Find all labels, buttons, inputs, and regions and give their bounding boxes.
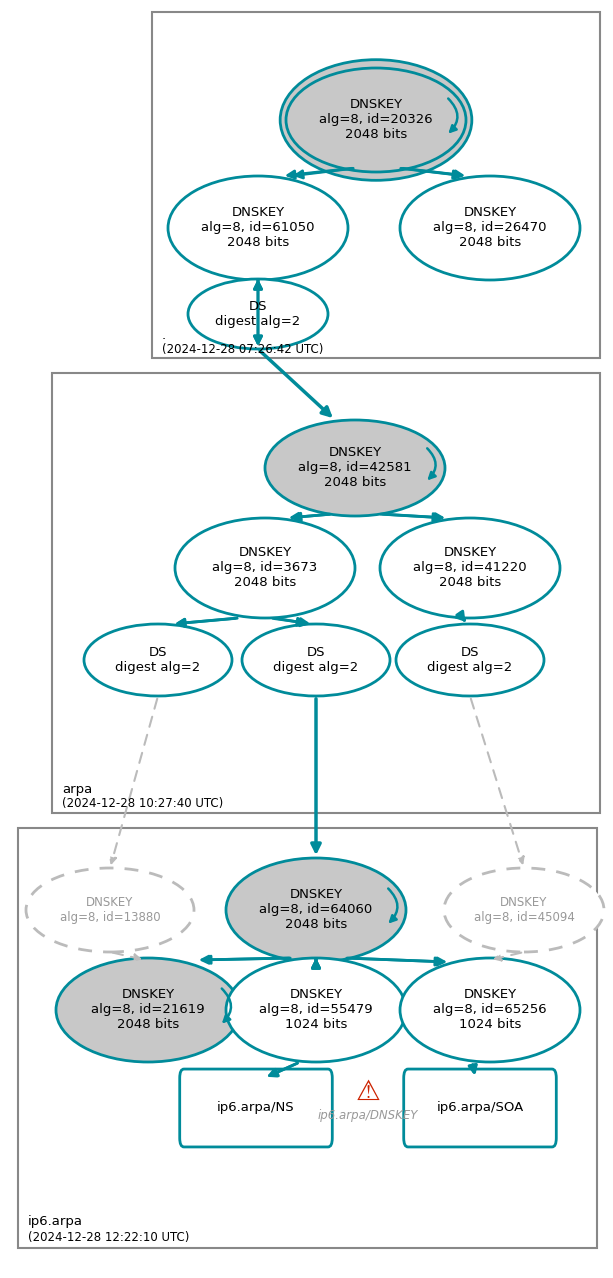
Ellipse shape xyxy=(26,868,194,952)
Text: DS
digest alg=2: DS digest alg=2 xyxy=(115,645,200,674)
Text: DNSKEY
alg=8, id=20326
2048 bits: DNSKEY alg=8, id=20326 2048 bits xyxy=(319,98,433,142)
Ellipse shape xyxy=(168,176,348,280)
Text: (2024-12-28 07:26:42 UTC): (2024-12-28 07:26:42 UTC) xyxy=(162,343,324,357)
Ellipse shape xyxy=(84,624,232,697)
Text: ip6.arpa/NS: ip6.arpa/NS xyxy=(217,1102,295,1114)
Text: .: . xyxy=(162,328,166,343)
Text: DNSKEY
alg=8, id=3673
2048 bits: DNSKEY alg=8, id=3673 2048 bits xyxy=(212,547,318,589)
Text: ⚠: ⚠ xyxy=(356,1079,381,1105)
Text: DNSKEY
alg=8, id=42581
2048 bits: DNSKEY alg=8, id=42581 2048 bits xyxy=(298,446,412,489)
Text: DNSKEY
alg=8, id=13880: DNSKEY alg=8, id=13880 xyxy=(59,896,161,924)
Ellipse shape xyxy=(400,958,580,1062)
Ellipse shape xyxy=(188,279,328,349)
Ellipse shape xyxy=(280,60,472,180)
Text: DS
digest alg=2: DS digest alg=2 xyxy=(427,645,512,674)
Text: arpa: arpa xyxy=(62,783,92,796)
Text: DNSKEY
alg=8, id=45094: DNSKEY alg=8, id=45094 xyxy=(474,896,574,924)
Text: DNSKEY
alg=8, id=64060
2048 bits: DNSKEY alg=8, id=64060 2048 bits xyxy=(259,888,373,932)
Text: (2024-12-28 10:27:40 UTC): (2024-12-28 10:27:40 UTC) xyxy=(62,797,223,810)
Text: DNSKEY
alg=8, id=41220
2048 bits: DNSKEY alg=8, id=41220 2048 bits xyxy=(413,547,527,589)
Text: ip6.arpa/SOA: ip6.arpa/SOA xyxy=(436,1102,524,1114)
Ellipse shape xyxy=(444,868,604,952)
Text: DS
digest alg=2: DS digest alg=2 xyxy=(273,645,359,674)
Ellipse shape xyxy=(175,518,355,619)
Ellipse shape xyxy=(265,420,445,516)
Ellipse shape xyxy=(380,518,560,619)
Text: DNSKEY
alg=8, id=61050
2048 bits: DNSKEY alg=8, id=61050 2048 bits xyxy=(201,207,314,249)
Text: DS
digest alg=2: DS digest alg=2 xyxy=(215,300,300,328)
Bar xyxy=(52,373,600,813)
Ellipse shape xyxy=(226,958,406,1062)
Text: DNSKEY
alg=8, id=26470
2048 bits: DNSKEY alg=8, id=26470 2048 bits xyxy=(433,207,547,249)
Ellipse shape xyxy=(400,176,580,280)
Bar xyxy=(152,12,600,358)
Ellipse shape xyxy=(242,624,390,697)
Text: (2024-12-28 12:22:10 UTC): (2024-12-28 12:22:10 UTC) xyxy=(28,1231,189,1243)
Text: ip6.arpa/DNSKEY: ip6.arpa/DNSKEY xyxy=(318,1109,418,1122)
Ellipse shape xyxy=(286,68,466,173)
FancyBboxPatch shape xyxy=(404,1070,556,1146)
Ellipse shape xyxy=(396,624,544,697)
Ellipse shape xyxy=(226,858,406,962)
Text: ip6.arpa: ip6.arpa xyxy=(28,1215,83,1228)
Bar xyxy=(18,828,597,1249)
Text: DNSKEY
alg=8, id=55479
1024 bits: DNSKEY alg=8, id=55479 1024 bits xyxy=(259,988,373,1031)
Text: DNSKEY
alg=8, id=65256
1024 bits: DNSKEY alg=8, id=65256 1024 bits xyxy=(433,988,547,1031)
Text: DNSKEY
alg=8, id=21619
2048 bits: DNSKEY alg=8, id=21619 2048 bits xyxy=(91,988,205,1031)
Ellipse shape xyxy=(56,958,240,1062)
FancyBboxPatch shape xyxy=(180,1070,332,1146)
